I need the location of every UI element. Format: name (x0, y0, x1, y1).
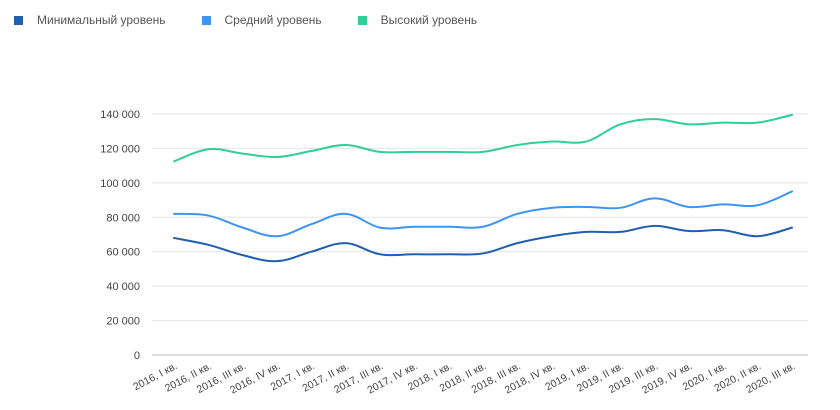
legend-swatch-min (14, 15, 23, 25)
y-tick-label: 20 000 (106, 316, 140, 328)
legend: Минимальный уровень Средний уровень Высо… (14, 10, 513, 30)
legend-swatch-high (357, 15, 367, 25)
y-tick-label: 0 (134, 350, 140, 362)
series-line[interactable] (173, 190, 793, 238)
y-tick-label: 80 000 (106, 212, 140, 224)
y-tick-label: 60 000 (106, 247, 140, 259)
series-line[interactable] (173, 224, 793, 263)
series-lines (173, 113, 793, 263)
gridlines (152, 113, 808, 356)
y-tick-label: 40 000 (106, 281, 140, 293)
legend-item-min[interactable]: Минимальный уровень (14, 13, 166, 27)
series-line[interactable] (173, 113, 793, 163)
y-axis-ticks: 0 20 000 40 000 60 000 80 000 100 000 120 000 1… (100, 109, 140, 362)
y-tick-label: 100 000 (100, 178, 140, 190)
legend-label-high: Высокий уровень (380, 13, 478, 27)
legend-item-high[interactable]: Высокий уровень (357, 13, 478, 27)
legend-label-mid: Средний уровень (224, 13, 322, 27)
legend-swatch-mid (201, 15, 211, 25)
x-axis-ticks: 2016, I кв.2016, II кв.2016, III кв.2016… (131, 360, 797, 396)
y-tick-label: 120 000 (100, 143, 140, 155)
y-tick-label: 140 000 (100, 109, 140, 121)
legend-item-mid[interactable]: Средний уровень (201, 13, 322, 27)
legend-label-min: Минимальный уровень (37, 13, 166, 27)
